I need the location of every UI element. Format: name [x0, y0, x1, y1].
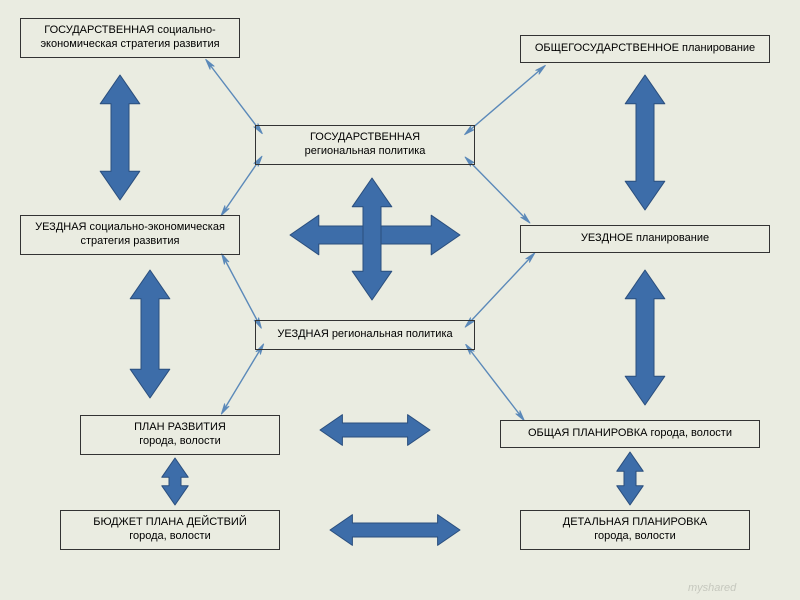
label: УЕЗДНАЯ социально-экономическаястратегия… — [35, 221, 225, 249]
label: УЕЗДНАЯ региональная политика — [277, 328, 452, 342]
box-state-regional: ГОСУДАРСТВЕННАЯрегиональная политика — [255, 125, 475, 165]
label: ДЕТАЛЬНАЯ ПЛАНИРОВКАгорода, волости — [563, 516, 707, 544]
watermark: myshared — [688, 582, 736, 594]
label: ПЛАН РАЗВИТИЯгорода, волости — [134, 421, 226, 449]
box-county-planning: УЕЗДНОЕ планирование — [520, 225, 770, 253]
box-state-planning: ОБЩЕГОСУДАРСТВЕННОЕ планирование — [520, 35, 770, 63]
box-budget: БЮДЖЕТ ПЛАНА ДЕЙСТВИЙгорода, волости — [60, 510, 280, 550]
box-county-regional: УЕЗДНАЯ региональная политика — [255, 320, 475, 350]
box-dev-plan: ПЛАН РАЗВИТИЯгорода, волости — [80, 415, 280, 455]
label: ГОСУДАРСТВЕННАЯ социально-экономическая … — [40, 24, 219, 52]
label: ОБЩАЯ ПЛАНИРОВКА города, волости — [528, 427, 732, 441]
box-state-strategy: ГОСУДАРСТВЕННАЯ социально-экономическая … — [20, 18, 240, 58]
box-detailed-plan: ДЕТАЛЬНАЯ ПЛАНИРОВКАгорода, волости — [520, 510, 750, 550]
label: ГОСУДАРСТВЕННАЯрегиональная политика — [305, 131, 426, 159]
label: БЮДЖЕТ ПЛАНА ДЕЙСТВИЙгорода, волости — [93, 516, 247, 544]
box-county-strategy: УЕЗДНАЯ социально-экономическаястратегия… — [20, 215, 240, 255]
label: УЕЗДНОЕ планирование — [581, 232, 709, 246]
box-general-plan: ОБЩАЯ ПЛАНИРОВКА города, волости — [500, 420, 760, 448]
label: ОБЩЕГОСУДАРСТВЕННОЕ планирование — [535, 42, 755, 56]
